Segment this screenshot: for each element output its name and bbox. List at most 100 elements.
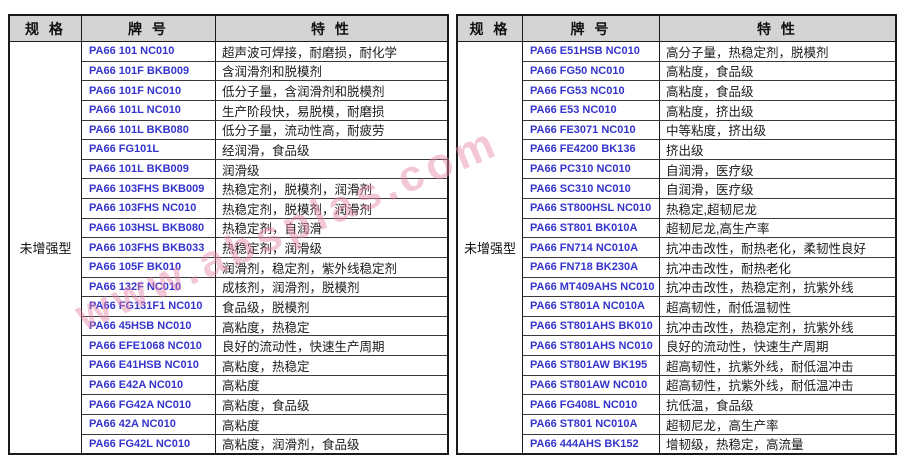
table-row: PA66 FE4200 BK136 挤出级 xyxy=(523,140,895,160)
feature-cell: 低分子量，含润滑剂和脱模剂 xyxy=(222,85,385,100)
grade-cell: PA66 FG131F1 NC010 xyxy=(82,297,216,316)
left-grade-table: 规 格 牌 号 特 性 未增强型 PA66 101 NC010 超声波可焊接，耐… xyxy=(8,14,449,455)
grade-cell: PA66 ST800HSL NC010 xyxy=(523,199,660,218)
grade-header-cell: 牌 号 xyxy=(523,16,660,41)
grade-cell: PA66 FG50 NC010 xyxy=(523,61,660,81)
table-row: PA66 SC310 NC010 自润滑，医疗级 xyxy=(523,179,895,199)
table-row: PA66 FG131F1 NC010 食品级，脱模剂 xyxy=(82,297,447,317)
feature-cell: 超高韧性，抗紫外线，耐低温冲击 xyxy=(666,359,854,374)
grade-cell: PA66 E42A NC010 xyxy=(82,375,216,395)
table-row: PA66 FN714 NC010A 抗冲击改性，耐热老化，柔韧性良好 xyxy=(523,238,895,258)
table-row: PA66 EFE1068 NC010 良好的流动性，快速生产周期 xyxy=(82,336,447,356)
grade-cell: PA66 FG42L NC010 xyxy=(82,434,216,454)
right-grade-table: 规 格 牌 号 特 性 未增强型 PA66 E51HSB NC010 高分子量，… xyxy=(456,14,897,455)
right-table-body: 未增强型 PA66 E51HSB NC010 高分子量，热稳定剂，脱模剂 PA6… xyxy=(458,42,895,454)
feature-cell: 自润滑，医疗级 xyxy=(666,163,754,178)
table-row: PA66 444AHS BK152 增韧级，热稳定，高流量 xyxy=(523,434,895,454)
feature-header-cell: 特 性 xyxy=(311,20,352,37)
feature-cell: 超声波可焊接，耐磨损，耐化学 xyxy=(222,45,398,60)
table-row: PA66 ST800HSL NC010 热稳定,超韧尼龙 xyxy=(523,199,895,219)
grade-cell: PA66 FN718 BK230A xyxy=(523,257,660,277)
grade-cell: PA66 FG101L xyxy=(82,140,216,159)
grade-cell: PA66 MT409AHS NC010 xyxy=(523,277,660,297)
grade-cell: PA66 FE4200 BK136 xyxy=(523,140,660,159)
grade-cell: PA66 103FHS BKB009 xyxy=(82,179,216,198)
table-row: PA66 101F NC010 低分子量，含润滑剂和脱模剂 xyxy=(82,81,447,101)
grade-cell: PA66 444AHS BK152 xyxy=(523,434,660,454)
table-row: PA66 103FHS BKB009 热稳定剂，脱模剂，润滑剂 xyxy=(82,179,447,199)
right-table-rows: PA66 E51HSB NC010 高分子量，热稳定剂，脱模剂 PA66 FG5… xyxy=(523,42,895,454)
grade-cell: PA66 42A NC010 xyxy=(82,414,216,434)
grade-cell: PA66 E53 NC010 xyxy=(523,100,660,120)
table-row: PA66 101L NC010 生产阶段快，易脱模，耐磨损 xyxy=(82,100,447,121)
feature-header-cell: 特 性 xyxy=(757,20,798,37)
table-row: PA66 ST801 NC010A 超韧尼龙，高生产率 xyxy=(523,414,895,435)
feature-cell: 高粘度 xyxy=(222,418,260,433)
table-row: PA66 42A NC010 高粘度 xyxy=(82,414,447,435)
table-row: PA66 E42A NC010 高粘度 xyxy=(82,375,447,396)
grade-cell: PA66 SC310 NC010 xyxy=(523,179,660,198)
right-table-header-row: 规 格 牌 号 特 性 xyxy=(458,16,895,42)
grade-cell: PA66 101F BKB009 xyxy=(82,61,216,81)
table-row: PA66 MT409AHS NC010 抗冲击改性，热稳定剂，抗紫外线 xyxy=(523,277,895,298)
grade-cell: PA66 ST801AHS BK010 xyxy=(523,316,660,336)
grade-cell: PA66 103FHS NC010 xyxy=(82,199,216,218)
left-table-rows: PA66 101 NC010 超声波可焊接，耐磨损，耐化学 PA66 101F … xyxy=(82,42,447,454)
feature-cell: 抗冲击改性，热稳定剂，抗紫外线 xyxy=(666,320,854,335)
table-row: PA66 E41HSB NC010 高粘度，热稳定 xyxy=(82,356,447,376)
grade-cell: PA66 101L BKB080 xyxy=(82,120,216,140)
grade-cell: PA66 103HSL BKB080 xyxy=(82,218,216,238)
spec-header-cell: 规 格 xyxy=(458,16,523,41)
grade-cell: PA66 FG42A NC010 xyxy=(82,395,216,414)
feature-cell: 挤出级 xyxy=(666,143,704,158)
table-row: PA66 FG50 NC010 高粘度，食品级 xyxy=(523,61,895,82)
table-row: PA66 103HSL BKB080 热稳定剂，自润滑 xyxy=(82,218,447,239)
table-row: PA66 FG42L NC010 高粘度，润滑剂，食品级 xyxy=(82,434,447,454)
feature-cell: 经润滑，食品级 xyxy=(222,143,310,158)
feature-cell: 含润滑剂和脱模剂 xyxy=(222,65,323,80)
spec-cell: 未增强型 xyxy=(458,42,523,453)
left-table-body: 未增强型 PA66 101 NC010 超声波可焊接，耐磨损，耐化学 PA66 … xyxy=(10,42,447,454)
table-row: PA66 PC310 NC010 自润滑，医疗级 xyxy=(523,159,895,180)
spec-header-cell: 规 格 xyxy=(10,16,82,41)
table-row: PA66 101L BKB080 低分子量，流动性高，耐疲劳 xyxy=(82,120,447,141)
feature-cell: 自润滑，医疗级 xyxy=(666,183,754,198)
feature-cell: 中等粘度，挤出级 xyxy=(666,124,767,139)
feature-cell: 高分子量，热稳定剂，脱模剂 xyxy=(666,45,829,60)
feature-cell: 增韧级，热稳定，高流量 xyxy=(666,438,804,453)
table-row: PA66 E53 NC010 高粘度，挤出级 xyxy=(523,100,895,121)
feature-cell: 热稳定剂，自润滑 xyxy=(222,222,323,237)
grade-header-cell: 牌 号 xyxy=(82,16,216,41)
table-row: PA66 45HSB NC010 高粘度，热稳定 xyxy=(82,316,447,337)
grade-cell: PA66 101F NC010 xyxy=(82,81,216,100)
table-row: PA66 FG42A NC010 高粘度，食品级 xyxy=(82,395,447,415)
feature-cell: 生产阶段快，易脱模，耐磨损 xyxy=(222,104,385,119)
feature-cell: 超高韧性，抗紫外线，耐低温冲击 xyxy=(666,379,854,394)
feature-cell: 高粘度，食品级 xyxy=(666,85,754,100)
table-row: PA66 FG101L 经润滑，食品级 xyxy=(82,140,447,160)
table-row: PA66 101 NC010 超声波可焊接，耐磨损，耐化学 xyxy=(82,42,447,62)
feature-cell: 低分子量，流动性高，耐疲劳 xyxy=(222,124,385,139)
grade-cell: PA66 101L BKB009 xyxy=(82,159,216,179)
grade-cell: PA66 105F BK010 xyxy=(82,257,216,277)
grade-cell: PA66 45HSB NC010 xyxy=(82,316,216,336)
feature-cell: 超高韧性，耐低温韧性 xyxy=(666,300,792,315)
feature-cell: 热稳定剂，润滑级 xyxy=(222,242,323,257)
table-row: PA66 103FHS BKB033 热稳定剂，润滑级 xyxy=(82,238,447,258)
table-row: PA66 101L BKB009 润滑级 xyxy=(82,159,447,180)
feature-cell: 高粘度，挤出级 xyxy=(666,104,754,119)
feature-cell: 成核剂，润滑剂，脱模剂 xyxy=(222,281,360,296)
feature-cell: 热稳定剂，脱模剂，润滑剂 xyxy=(222,183,373,198)
grade-cell: PA66 ST801A NC010A xyxy=(523,297,660,316)
table-row: PA66 132F NC010 成核剂，润滑剂，脱模剂 xyxy=(82,277,447,298)
table-row: PA66 FG53 NC010 高粘度，食品级 xyxy=(523,81,895,101)
grade-cell: PA66 ST801AHS NC010 xyxy=(523,336,660,355)
grade-cell: PA66 ST801AW NC010 xyxy=(523,375,660,395)
grade-cell: PA66 103FHS BKB033 xyxy=(82,238,216,257)
grade-cell: PA66 E41HSB NC010 xyxy=(82,356,216,375)
feature-cell: 高粘度，食品级 xyxy=(666,65,754,80)
grade-cell: PA66 132F NC010 xyxy=(82,277,216,297)
feature-cell: 热稳定剂，脱模剂，润滑剂 xyxy=(222,202,373,217)
table-row: PA66 105F BK010 润滑剂，稳定剂，紫外线稳定剂 xyxy=(82,257,447,278)
left-table-header-row: 规 格 牌 号 特 性 xyxy=(10,16,447,42)
